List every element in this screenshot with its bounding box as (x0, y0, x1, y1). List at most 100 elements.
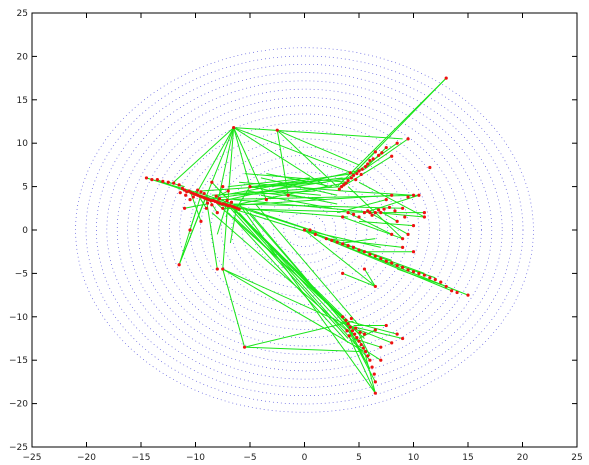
node-point (362, 267, 367, 271)
node-point (373, 150, 377, 154)
background-ring (168, 121, 441, 339)
node-point (302, 228, 307, 232)
node-point (191, 195, 195, 199)
nodes-layer (144, 76, 470, 395)
x-tick-label: 10 (408, 453, 420, 463)
node-point (395, 263, 399, 268)
node-point (187, 189, 191, 193)
node-point (226, 189, 230, 193)
node-point (373, 211, 377, 215)
node-point (199, 190, 203, 194)
node-point (242, 345, 247, 349)
edge-segment (216, 205, 227, 235)
node-point (214, 194, 218, 198)
node-point (455, 290, 459, 295)
edge-segment (244, 207, 354, 335)
edge-segment (211, 181, 229, 200)
node-point (363, 349, 368, 354)
edge-segment (358, 329, 392, 344)
node-point (210, 203, 214, 207)
node-point (368, 211, 372, 215)
node-point (371, 157, 375, 161)
y-tick-label: 15 (17, 96, 28, 106)
edge-segment (347, 329, 376, 383)
node-point (237, 207, 241, 211)
edge-segment (271, 177, 343, 188)
node-point (411, 270, 416, 274)
y-tick-label: −5 (15, 269, 28, 279)
node-point (286, 193, 290, 197)
node-point (357, 169, 361, 173)
y-tick-label: −25 (9, 443, 28, 453)
node-point (450, 289, 454, 293)
edge-segment (337, 199, 387, 214)
edge-segment (244, 173, 349, 183)
y-tick-label: −15 (9, 356, 28, 366)
node-point (324, 237, 328, 241)
edge-segment (233, 190, 316, 196)
node-point (390, 261, 394, 265)
background-ring (220, 163, 389, 297)
background-ring (137, 97, 472, 363)
node-point (221, 185, 225, 189)
node-point (393, 209, 397, 213)
node-point (177, 263, 181, 267)
node-point (183, 206, 187, 210)
edge-segment (228, 203, 311, 231)
node-point (199, 219, 203, 223)
edge-segment (211, 190, 229, 201)
edge-segment (233, 127, 403, 140)
y-tick-label: 5 (22, 183, 28, 193)
edge-segment (396, 268, 447, 287)
node-point (401, 206, 405, 210)
edge-segment (233, 127, 251, 187)
node-point (366, 162, 370, 166)
node-point (215, 267, 219, 271)
y-tick-label: 10 (17, 139, 29, 149)
node-point (337, 187, 341, 191)
edge-segment (233, 127, 267, 200)
edge-segment (342, 272, 376, 287)
node-point (362, 332, 367, 336)
node-point (188, 228, 192, 232)
node-point (313, 232, 317, 236)
node-point (351, 245, 356, 249)
node-point (411, 224, 416, 228)
node-point (428, 165, 432, 170)
node-point (188, 198, 192, 202)
edge-segment (189, 195, 202, 231)
node-point (406, 195, 410, 199)
node-point (346, 211, 350, 215)
edge-segment (249, 186, 338, 205)
background-ring (293, 221, 316, 239)
node-point (205, 201, 210, 205)
background-ring (106, 72, 503, 388)
edge-segment (347, 212, 392, 235)
edge-segment (255, 203, 360, 326)
node-point (354, 326, 358, 330)
edge-segment (222, 181, 294, 196)
node-point (366, 354, 370, 358)
node-point (401, 237, 405, 241)
edge-segment (206, 194, 338, 240)
node-point (357, 339, 361, 343)
node-point (344, 318, 348, 322)
node-point (350, 329, 355, 333)
node-point (373, 284, 377, 289)
node-point (411, 193, 416, 197)
y-tick-labels: −25 −20 −15 −10 −5 0 5 10 15 20 25 (9, 9, 28, 453)
edge-segment (358, 220, 414, 227)
edge-segment (358, 333, 371, 357)
node-point (368, 252, 372, 256)
node-point (433, 277, 437, 282)
node-point (373, 380, 377, 384)
node-point (390, 154, 394, 158)
edge-segment (205, 199, 218, 270)
node-point (401, 336, 405, 341)
edge-segment (277, 129, 360, 166)
node-point (390, 193, 394, 197)
node-point (202, 191, 206, 196)
node-point (362, 250, 367, 254)
node-point (362, 211, 367, 215)
